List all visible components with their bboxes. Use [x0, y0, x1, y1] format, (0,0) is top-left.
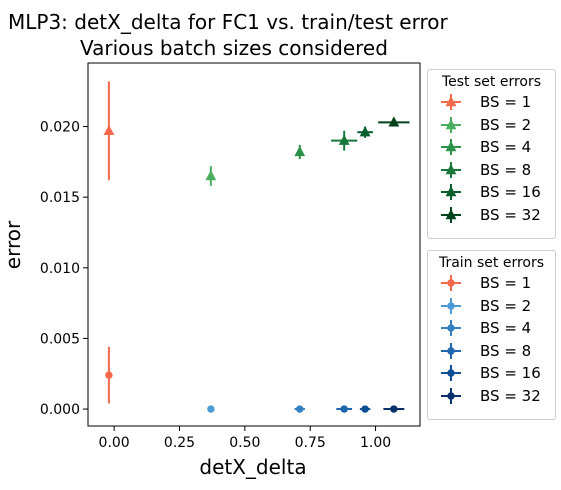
test-error-point [359, 126, 371, 137]
y-tick-label: 0.010 [40, 261, 80, 277]
test-error-point [388, 116, 400, 127]
test-error-point [205, 169, 217, 181]
train-error-point [390, 405, 398, 413]
legend-entry: BS = 1 [428, 91, 555, 114]
x-tick-label: 0.50 [229, 435, 260, 451]
legend-label: BS = 32 [480, 386, 541, 405]
legend-swatch-marker [447, 279, 455, 287]
legend-label: BS = 4 [480, 319, 532, 338]
legend-swatch-marker [447, 392, 455, 400]
legend-entry: BS = 1 [428, 272, 555, 295]
legend-swatch [441, 184, 461, 201]
legend-label: BS = 2 [480, 296, 532, 315]
legend-swatch-marker [445, 141, 457, 152]
legend-swatch [441, 320, 461, 337]
legend-rows: BS = 1 BS = 2 BS = 4 BS = 8 BS = 16 BS = 32 [428, 91, 555, 227]
legend-swatch [441, 275, 461, 291]
legend-label: BS = 2 [480, 115, 532, 134]
legend-entry: BS = 2 [428, 114, 555, 137]
legend-label: BS = 4 [480, 138, 532, 157]
test-error-point [103, 124, 115, 135]
legend-label: BS = 8 [480, 341, 532, 360]
y-tick-label: 0.005 [40, 331, 80, 347]
train-error-point [207, 405, 215, 413]
legend-label: BS = 1 [480, 274, 532, 292]
chart-title-line-1: MLP3: detX_delta for FC1 vs. train/test … [8, 10, 448, 34]
legend-rows: BS = 1 BS = 2 BS = 4 BS = 8 BS = 16 BS = 32 [428, 272, 555, 408]
legend-swatch [441, 342, 461, 359]
legend-label: BS = 32 [480, 205, 541, 224]
test-error-point [338, 134, 350, 145]
train-error-point [105, 371, 113, 379]
legend-train-set: Train set errors BS = 1 BS = 2 BS = 4 BS = … [427, 250, 556, 420]
x-tick-label: 0.75 [295, 435, 326, 451]
legend-entry: BS = 16 [428, 362, 555, 385]
legend-swatch [441, 161, 461, 178]
legend-swatch [441, 365, 461, 382]
legend-swatch [441, 116, 461, 133]
legend-swatch-marker [445, 163, 457, 174]
train-error-point [296, 405, 304, 413]
legend-swatch-marker [445, 186, 457, 197]
plot-area: 0.00 0.25 0.50 0.75 1.00 0.000 0.005 0.010 0.015… [40, 62, 421, 451]
y-tick-label: 0.020 [40, 120, 80, 136]
legend-swatch [441, 206, 461, 223]
x-tick-label: 0.00 [99, 435, 130, 451]
legend-entry: BS = 8 [428, 159, 555, 182]
legend-swatch-marker [447, 347, 455, 355]
train-error-point [340, 405, 348, 413]
legend-swatch [441, 139, 461, 156]
legend-swatch-marker [447, 301, 455, 310]
y-tick-label: 0.000 [40, 402, 80, 418]
legend-swatch [441, 297, 461, 314]
legend-entry: BS = 4 [428, 136, 555, 159]
legend-entry: BS = 32 [428, 385, 555, 408]
legend-label: BS = 1 [480, 93, 532, 111]
x-tick-label: 0.25 [164, 435, 195, 451]
legend-label: BS = 16 [480, 183, 541, 202]
legend-swatch-marker [445, 118, 457, 129]
legend-title: Train set errors [438, 255, 545, 271]
legend-entry: BS = 32 [428, 204, 555, 227]
legend-swatch [441, 387, 461, 404]
legend-swatch-marker [447, 369, 455, 378]
legend-label: BS = 8 [480, 160, 532, 179]
test-error-point [294, 145, 306, 157]
legend-entry: BS = 16 [428, 181, 555, 204]
legend-title: Test set errors [441, 74, 542, 90]
plot-frame [87, 62, 421, 427]
legend-swatch [441, 94, 461, 110]
legend-entry: BS = 4 [428, 317, 555, 340]
legend-swatch-marker [445, 96, 457, 107]
y-tick-label: 0.015 [40, 190, 80, 206]
legend-entry: BS = 2 [428, 295, 555, 318]
chart-title-line-2: Various batch sizes considered [80, 36, 388, 60]
legend-label: BS = 16 [480, 364, 541, 383]
legend-entry: BS = 8 [428, 340, 555, 363]
legend-swatch-marker [445, 208, 457, 220]
x-axis-label: detX_delta [199, 455, 306, 479]
train-error-point [361, 405, 369, 413]
legend-test-set: Test set errors BS = 1 BS = 2 BS = 4 BS = 8… [427, 69, 556, 239]
x-tick-label: 1.00 [360, 435, 391, 451]
y-axis-label: error [1, 220, 25, 269]
legend-swatch-marker [447, 324, 455, 332]
